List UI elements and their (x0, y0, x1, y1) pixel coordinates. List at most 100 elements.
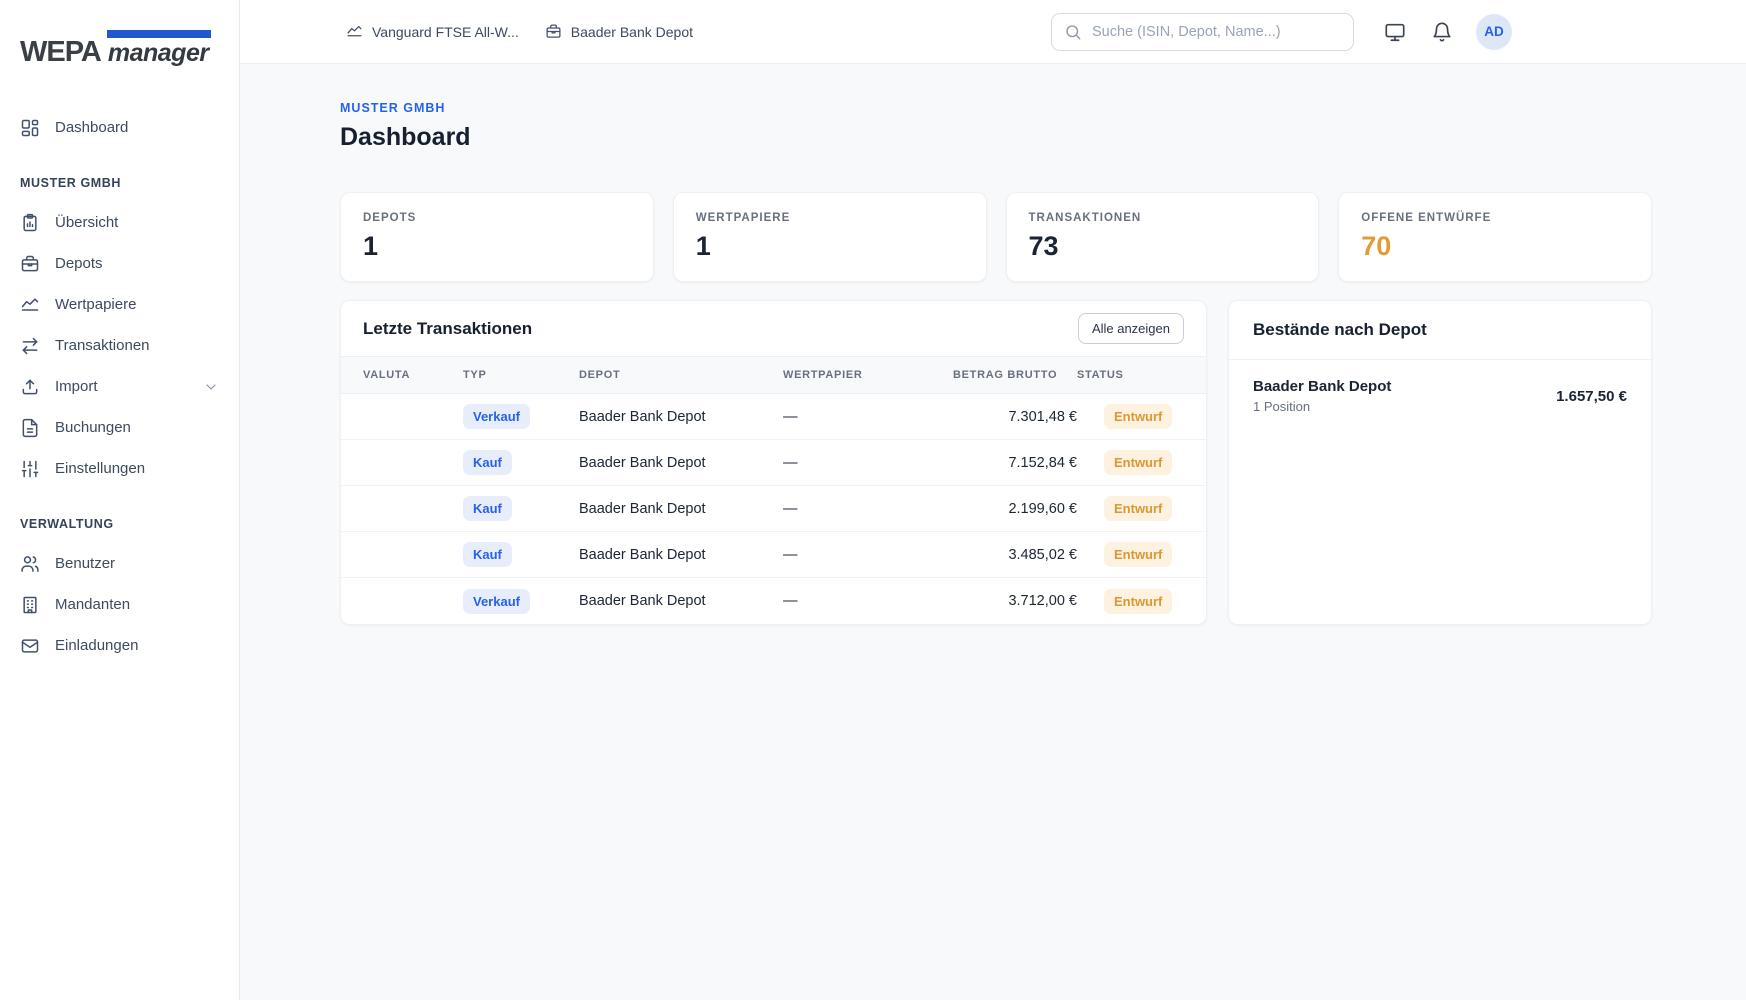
clipboard-chart-icon (20, 213, 40, 233)
typ-badge: Kauf (463, 542, 512, 567)
transactions-column-headers: VALUTA TYP DEPOT WERTPAPIER BETRAG BRUTT… (341, 356, 1206, 394)
panels-row: Letzte Transaktionen Alle anzeigen VALUT… (340, 300, 1652, 625)
briefcase-icon (545, 23, 562, 40)
topbar-actions: AD (1384, 14, 1512, 50)
layout-dashboard-icon (20, 118, 40, 138)
stat-value: 1 (696, 231, 964, 262)
sidebar-item-label: Benutzer (55, 555, 115, 572)
stat-card: TRANSAKTIONEN 73 (1006, 192, 1320, 282)
typ-badge: Verkauf (463, 589, 530, 614)
cell-betrag: 7.301,48 € (953, 409, 1077, 425)
sidebar-item[interactable]: Einladungen (0, 625, 239, 666)
stat-card: WERTPAPIERE 1 (673, 192, 987, 282)
transaction-row[interactable]: Kauf Baader Bank Depot — 2.199,60 € Entw… (341, 486, 1206, 532)
sidebar-item[interactable]: Transaktionen (0, 325, 239, 366)
transactions-title: Letzte Transaktionen (363, 319, 532, 339)
sidebar-item-label: Übersicht (55, 214, 118, 231)
briefcase-icon (20, 254, 40, 274)
transactions-card: Letzte Transaktionen Alle anzeigen VALUT… (340, 300, 1207, 625)
sidebar-item[interactable]: Buchungen (0, 407, 239, 448)
sidebar-item[interactable]: Einstellungen (0, 448, 239, 489)
show-all-button[interactable]: Alle anzeigen (1078, 313, 1184, 344)
typ-badge: Kauf (463, 496, 512, 521)
monitor-icon[interactable] (1384, 21, 1406, 43)
avatar[interactable]: AD (1476, 14, 1512, 50)
holdings-title: Bestände nach Depot (1253, 320, 1627, 340)
stat-card: DEPOTS 1 (340, 192, 654, 282)
cell-typ: Kauf (463, 542, 579, 567)
global-search (1051, 13, 1354, 51)
cell-wertpapier: — (783, 593, 953, 609)
holding-item[interactable]: Baader Bank Depot 1 Position 1.657,50 € (1229, 360, 1651, 432)
sidebar-item-label: Import (55, 378, 98, 395)
stat-value: 70 (1361, 231, 1629, 262)
sidebar-item-label: Einladungen (55, 637, 138, 654)
cell-depot: Baader Bank Depot (579, 455, 783, 471)
chevron-down-icon (203, 379, 219, 395)
mail-icon (20, 636, 40, 656)
sidebar-item[interactable]: Depots (0, 243, 239, 284)
cell-typ: Verkauf (463, 404, 579, 429)
topbar-quick-link[interactable]: Baader Bank Depot (545, 23, 693, 40)
bell-icon[interactable] (1431, 21, 1453, 43)
cell-depot: Baader Bank Depot (579, 409, 783, 425)
stat-label: TRANSAKTIONEN (1029, 212, 1297, 224)
transactions-card-header: Letzte Transaktionen Alle anzeigen (341, 301, 1206, 356)
status-badge: Entwurf (1104, 450, 1172, 475)
sidebar-item[interactable]: Übersicht (0, 202, 239, 243)
column-header: WERTPAPIER (783, 369, 953, 381)
cell-wertpapier: — (783, 409, 953, 425)
cell-status: Entwurf (1077, 589, 1184, 614)
holding-positions: 1 Position (1253, 399, 1391, 414)
cell-betrag: 2.199,60 € (953, 501, 1077, 517)
chart-line-icon (346, 23, 363, 40)
sidebar-item-label: Einstellungen (55, 460, 145, 477)
transaction-row[interactable]: Kauf Baader Bank Depot — 7.152,84 € Entw… (341, 440, 1206, 486)
brand-suffix: manager (108, 30, 209, 68)
cell-depot: Baader Bank Depot (579, 593, 783, 609)
transaction-row[interactable]: Kauf Baader Bank Depot — 3.485,02 € Entw… (341, 532, 1206, 578)
sidebar-item-dashboard[interactable]: Dashboard (0, 107, 239, 148)
sliders-icon (20, 459, 40, 479)
cell-status: Entwurf (1077, 404, 1184, 429)
cell-wertpapier: — (783, 455, 953, 471)
cell-status: Entwurf (1077, 496, 1184, 521)
sidebar-item-label: Transaktionen (55, 337, 150, 354)
holding-info: Baader Bank Depot 1 Position (1253, 378, 1391, 414)
sidebar-item[interactable]: Import (0, 366, 239, 407)
sidebar-item[interactable]: Mandanten (0, 584, 239, 625)
file-text-icon (20, 418, 40, 438)
sidebar-item-label: Dashboard (55, 119, 128, 136)
chart-line-icon (20, 295, 40, 315)
cell-wertpapier: — (783, 501, 953, 517)
cell-status: Entwurf (1077, 450, 1184, 475)
topbar-link-label: Vanguard FTSE All-W... (372, 24, 519, 40)
cell-status: Entwurf (1077, 542, 1184, 567)
status-badge: Entwurf (1104, 496, 1172, 521)
cell-typ: Verkauf (463, 589, 579, 614)
transaction-row[interactable]: Verkauf Baader Bank Depot — 3.712,00 € E… (341, 578, 1206, 624)
sidebar-item[interactable]: Benutzer (0, 543, 239, 584)
column-header: DEPOT (579, 369, 783, 381)
search-input[interactable] (1092, 24, 1341, 40)
topbar-link-label: Baader Bank Depot (571, 24, 693, 40)
column-header: VALUTA (363, 369, 463, 381)
users-icon (20, 554, 40, 574)
page-title: Dashboard (340, 123, 1652, 152)
breadcrumb[interactable]: MUSTER GMBH (340, 101, 1652, 115)
topbar-quick-link[interactable]: Vanguard FTSE All-W... (346, 23, 519, 40)
cell-betrag: 3.485,02 € (953, 547, 1077, 563)
search-icon (1064, 23, 1082, 41)
sidebar-section-title-admin: VERWALTUNG (0, 517, 239, 531)
sidebar-section-title-company: MUSTER GMBH (0, 176, 239, 190)
stat-label: DEPOTS (363, 212, 631, 224)
transaction-row[interactable]: Verkauf Baader Bank Depot — 7.301,48 € E… (341, 394, 1206, 440)
page-content: MUSTER GMBH Dashboard DEPOTS 1 WERTPAPIE… (240, 64, 1746, 1000)
status-badge: Entwurf (1104, 589, 1172, 614)
sidebar-item[interactable]: Wertpapiere (0, 284, 239, 325)
stat-card: OFFENE ENTWÜRFE 70 (1338, 192, 1652, 282)
cell-typ: Kauf (463, 450, 579, 475)
stat-value: 73 (1029, 231, 1297, 262)
main-area: Vanguard FTSE All-W... Baader Bank Depot (240, 0, 1746, 1000)
stat-cards-row: DEPOTS 1 WERTPAPIERE 1 TRANSAKTIONEN 73 (340, 192, 1652, 282)
